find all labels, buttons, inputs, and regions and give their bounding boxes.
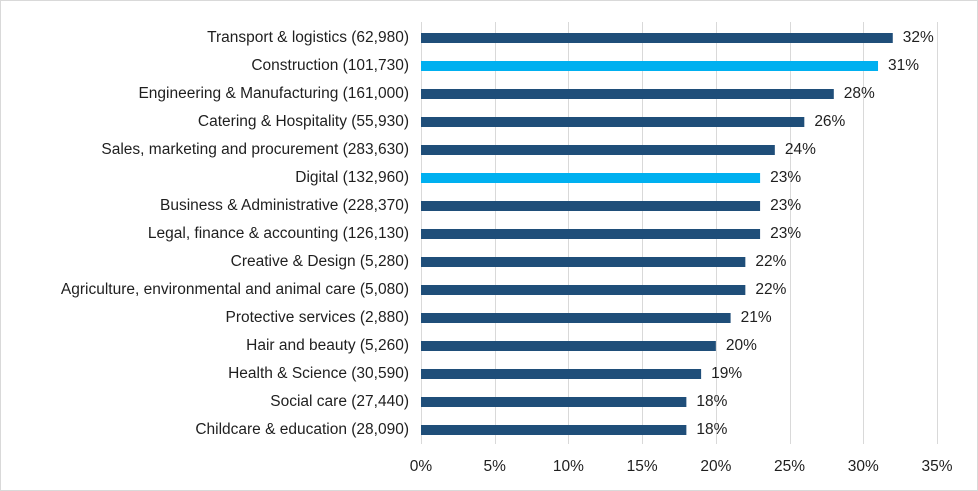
value-label: 20% xyxy=(726,337,757,354)
category-label: Business & Administrative (228,370) xyxy=(160,197,409,214)
value-label: 18% xyxy=(696,421,727,438)
x-tick-label: 35% xyxy=(921,458,952,475)
x-tick-label: 15% xyxy=(627,458,658,475)
bars xyxy=(421,33,893,435)
category-label: Health & Science (30,590) xyxy=(228,365,409,382)
category-label: Digital (132,960) xyxy=(295,169,409,186)
category-label: Legal, finance & accounting (126,130) xyxy=(148,225,409,242)
x-tick-label: 20% xyxy=(700,458,731,475)
value-label: 18% xyxy=(696,393,727,410)
category-label: Social care (27,440) xyxy=(270,393,409,410)
value-label: 28% xyxy=(844,85,875,102)
x-tick-label: 0% xyxy=(410,458,433,475)
value-label: 24% xyxy=(785,141,816,158)
x-tick-label: 25% xyxy=(774,458,805,475)
bar xyxy=(421,257,746,267)
bar xyxy=(421,369,702,379)
category-label: Construction (101,730) xyxy=(251,57,409,74)
bar xyxy=(421,341,716,351)
value-label: 23% xyxy=(770,169,801,186)
category-label: Creative & Design (5,280) xyxy=(231,253,409,270)
x-axis-tick-labels: 0% 5% 10% 15% 20% 25% 30% 35% xyxy=(410,458,953,475)
category-label: Sales, marketing and procurement (283,63… xyxy=(101,141,409,158)
bar xyxy=(421,89,834,99)
value-label: 23% xyxy=(770,197,801,214)
value-label: 31% xyxy=(888,57,919,74)
value-label: 32% xyxy=(903,29,934,46)
bar xyxy=(421,173,761,183)
category-label: Catering & Hospitality (55,930) xyxy=(198,113,409,130)
bar xyxy=(421,425,687,435)
category-label: Engineering & Manufacturing (161,000) xyxy=(138,85,409,102)
value-label: 23% xyxy=(770,225,801,242)
bar xyxy=(421,145,775,155)
x-tick-label: 10% xyxy=(553,458,584,475)
bar xyxy=(421,117,805,127)
category-label: Protective services (2,880) xyxy=(226,309,410,326)
category-labels: Transport & logistics (62,980) Constructi… xyxy=(61,29,409,438)
value-label: 22% xyxy=(755,253,786,270)
x-tick-label: 5% xyxy=(484,458,507,475)
category-label: Agriculture, environmental and animal ca… xyxy=(61,281,409,298)
bar xyxy=(421,61,879,71)
bar xyxy=(421,229,761,239)
value-label: 21% xyxy=(741,309,772,326)
bar xyxy=(421,33,893,43)
category-label: Hair and beauty (5,260) xyxy=(246,337,409,354)
category-label: Childcare & education (28,090) xyxy=(195,421,409,438)
category-label: Transport & logistics (62,980) xyxy=(207,29,409,46)
bar xyxy=(421,397,687,407)
bar xyxy=(421,285,746,295)
bar xyxy=(421,313,731,323)
value-label: 26% xyxy=(814,113,845,130)
bar xyxy=(421,201,761,211)
x-tick-label: 30% xyxy=(848,458,879,475)
value-label: 19% xyxy=(711,365,742,382)
value-label: 22% xyxy=(755,281,786,298)
value-labels: 32% 31% 28% 26% 24% 23% 23% 23% 22% 22% 21% 20% 19% 1… xyxy=(696,29,934,438)
